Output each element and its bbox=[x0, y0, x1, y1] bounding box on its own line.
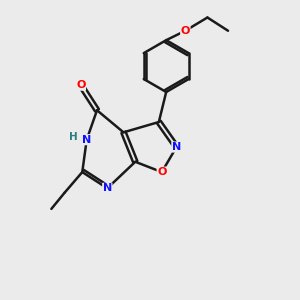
Text: N: N bbox=[172, 142, 181, 152]
Text: H: H bbox=[69, 132, 78, 142]
Text: O: O bbox=[181, 26, 190, 36]
Text: N: N bbox=[103, 183, 112, 193]
Text: O: O bbox=[76, 80, 86, 90]
Text: O: O bbox=[157, 167, 167, 177]
Text: N: N bbox=[82, 135, 91, 145]
